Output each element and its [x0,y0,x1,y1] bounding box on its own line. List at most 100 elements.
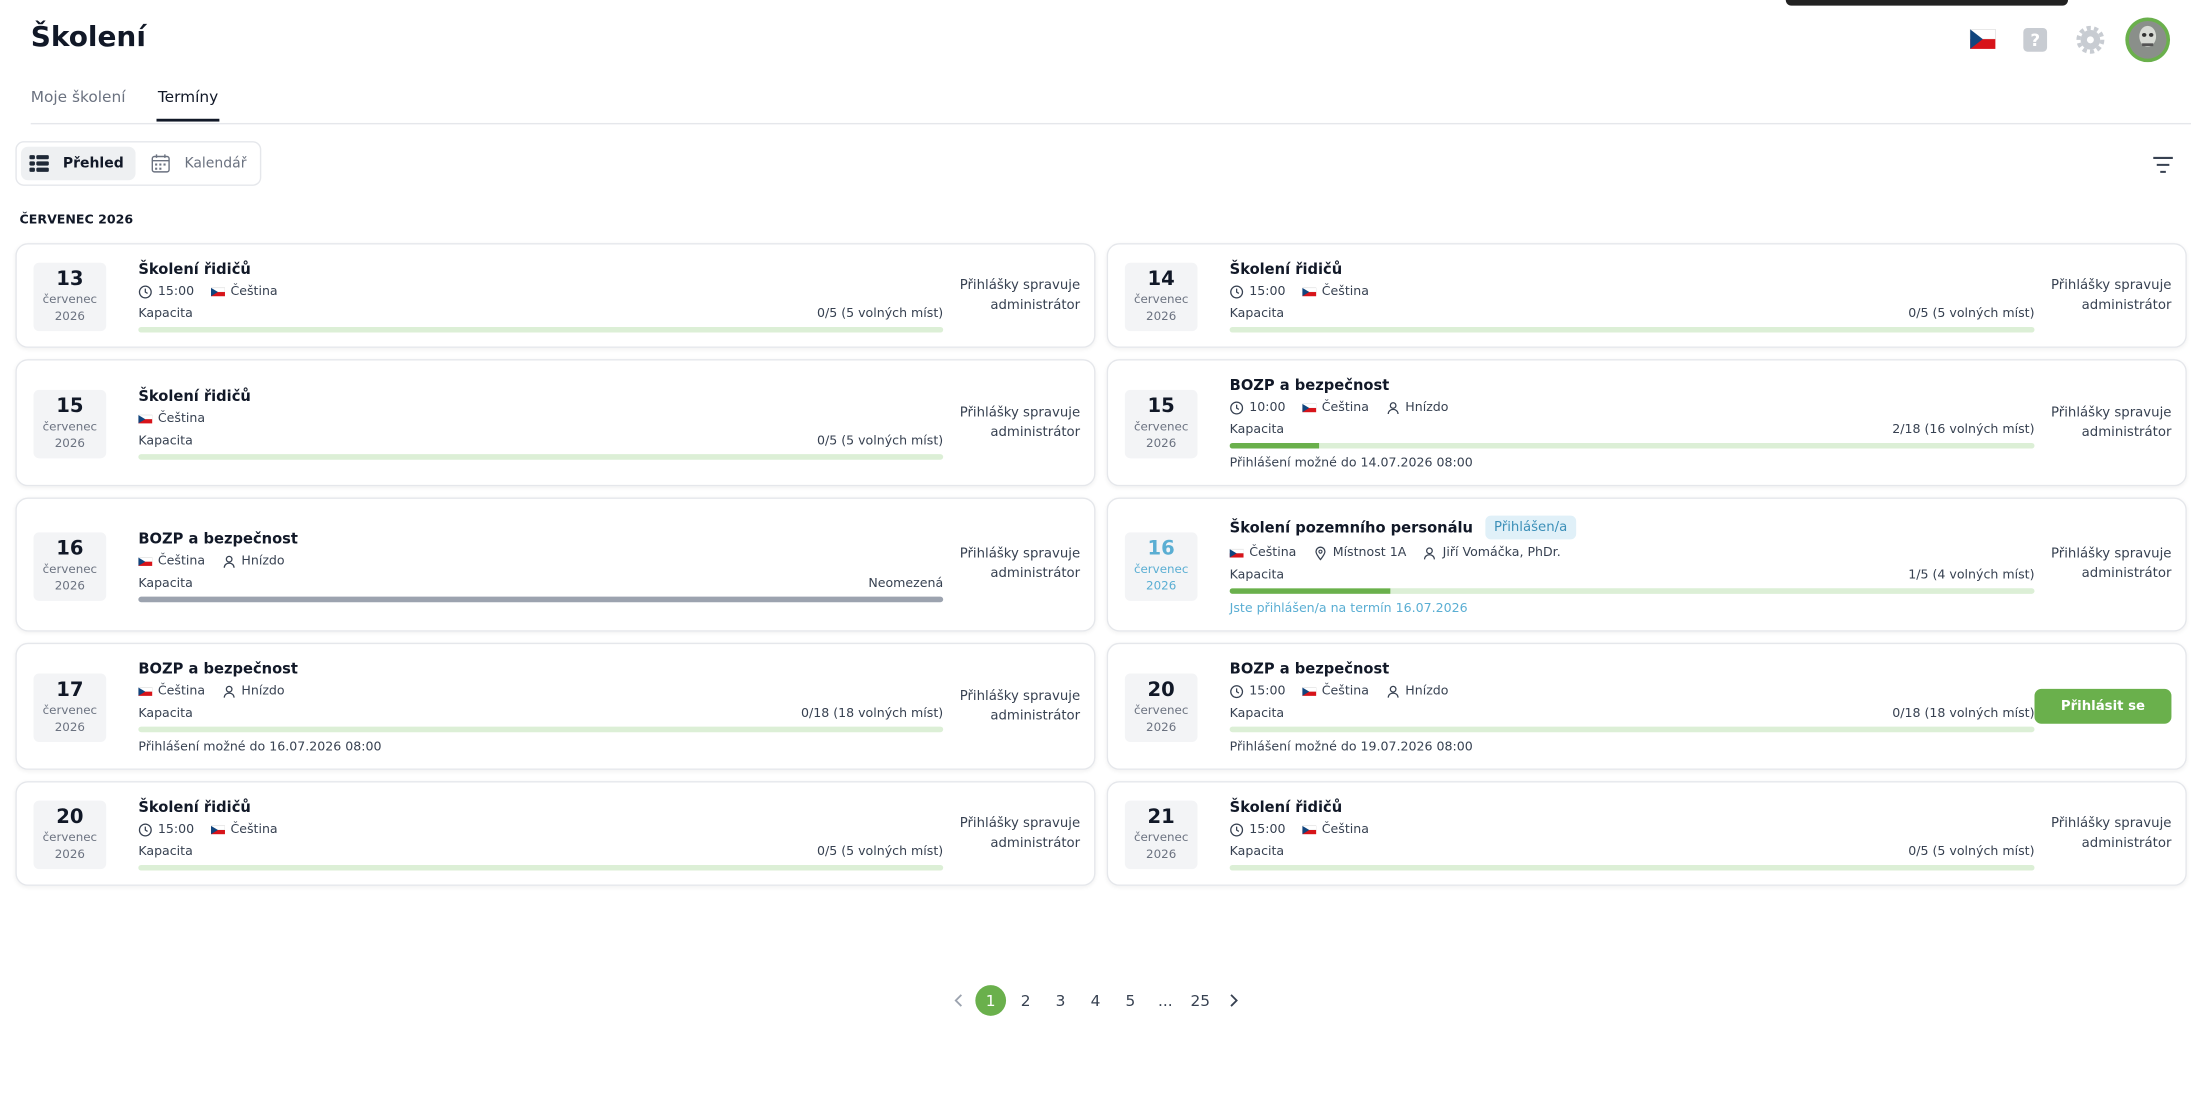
view-list[interactable]: Přehled [20,146,136,181]
date-box: 15 červenec 2026 [33,389,107,459]
register-button[interactable]: Přihlásit se [2034,688,2172,724]
date-box: 15 červenec 2026 [1124,389,1198,459]
clock-icon [1230,401,1244,415]
divider [30,122,2191,125]
meta-person: Hnízdo [241,554,285,569]
flag-icon [1229,548,1244,558]
meta-language: Čeština [157,684,206,699]
page-number[interactable]: 1 [975,985,1007,1016]
term-action: Přihlášky spravuje administrátor [926,361,1080,485]
language-flag[interactable] [1969,28,1996,49]
person-icon [1424,547,1436,560]
settings-button[interactable] [2076,25,2105,54]
meta-language: Čeština [1321,684,1369,699]
meta-time: 15:00 [157,285,195,300]
page-number[interactable]: 25 [1190,991,1211,1010]
list-icon [29,155,49,172]
meta-item: Hnízdo [1386,401,1449,416]
term-title: BOZP a bezpečnost [138,530,943,547]
meta-item: Čeština [1302,401,1369,415]
header-icons: ? [1969,17,2171,63]
meta-item: Čeština [138,412,205,426]
capacity-value: 2/18 (16 volných míst) [1892,423,2035,438]
avatar[interactable] [2125,17,2171,63]
tab[interactable]: Moje školení [30,88,126,107]
meta-item: Čeština [1302,285,1369,299]
date-month: červenec [42,293,98,308]
date-year: 2026 [1146,437,1177,452]
filter-button[interactable] [2152,155,2174,175]
date-year: 2026 [1146,848,1177,863]
meta-person: Hnízdo [1405,401,1449,416]
term-meta: Čeština Místnost 1A Jiří Vomáčka, PhDr. [1229,546,2035,561]
capacity-label: Kapacita [1229,307,1285,322]
page-number[interactable]: 3 [1055,991,1066,1010]
view-label: Kalendář [184,155,247,172]
title-text: Školení řidičů [1229,261,1343,279]
date-box: 20 červenec 2026 [33,800,107,870]
term-title: Školení řidičů [138,261,943,278]
clock-icon [1230,685,1244,699]
action-text: Přihlášky spravuje administrátor [959,404,1081,440]
term-action: Přihlášky spravuje administrátor [926,644,1080,768]
meta-language: Čeština [230,285,278,300]
page-number[interactable]: 4 [1090,991,1101,1010]
view-calendar[interactable]: Kalendář [143,147,258,181]
meta-time: 10:00 [1249,401,1286,416]
term-action: Přihlásit se [2018,644,2172,768]
help-button[interactable]: ? [2023,27,2048,52]
person-icon [1387,402,1399,415]
capacity-label: Kapacita [138,307,193,322]
date-box: 20 červenec 2026 [1124,673,1198,742]
page-number[interactable]: ... [1158,991,1173,1010]
date-year: 2026 [1146,310,1177,325]
flag-icon [138,414,153,424]
capacity-value: 0/18 (18 volných míst) [800,707,944,722]
term-title: BOZP a bezpečnost [138,661,943,678]
capacity-fill [1229,588,1391,594]
page-number[interactable]: 2 [1020,991,1031,1010]
meta-room: Místnost 1A [1332,546,1407,561]
meta-language: Čeština [1321,823,1369,837]
term-card: 15 červenec 2026 Školení řidičů Čeština Kapac… [15,359,1096,487]
meta-time: 15:00 [1249,684,1286,699]
meta-time: 15:00 [1249,285,1286,300]
capacity-row: Kapacita 0/5 (5 volných míst) [138,307,943,321]
term-card: 14 červenec 2026 Školení řidičů 15:00 Čeština… [1106,243,2187,348]
prev-page[interactable] [942,985,973,1016]
tab-active[interactable]: Termíny [156,88,220,122]
view-label: Přehled [62,155,124,172]
status-badge: Přihlášen/a [1485,515,1576,540]
term-meta: Čeština [138,412,943,426]
date-year: 2026 [1146,721,1177,735]
capacity-row: Kapacita 0/5 (5 volných míst) [1230,307,2035,321]
capacity-value: Neomezená [868,576,944,591]
meta-item: 10:00 [1230,401,1286,416]
title-text: Školení řidičů [138,388,251,406]
capacity-label: Kapacita [138,707,193,722]
meta-item: Čeština [210,285,278,300]
capacity-row: Kapacita 0/5 (5 volných míst) [138,435,943,449]
term-body: BOZP a bezpečnost 10:00 Čeština Hnízdo Kapac… [1229,377,2035,471]
term-meta: 15:00 Čeština [138,285,943,299]
next-page[interactable] [1218,985,1249,1016]
date-month: červenec [1133,831,1189,846]
title-text: BOZP a bezpečnost [138,660,298,678]
meta-item: Čeština [1302,823,1369,837]
date-year: 2026 [54,310,85,325]
date-day: 17 [56,679,84,702]
date-month: červenec [1133,293,1189,308]
flag-icon [1302,687,1317,696]
page-number[interactable]: 5 [1125,991,1136,1010]
capacity-bar [1229,726,2035,733]
clock-icon [1230,285,1244,299]
meta-person: Hnízdo [1405,684,1449,699]
date-box: 16 červenec 2026 [33,531,107,601]
term-meta: 15:00 Čeština [1230,823,2035,837]
title-text: BOZP a bezpečnost [1229,377,1390,395]
action-text: Přihlášky spravuje administrátor [2051,546,2172,582]
meta-item: 15:00 [1230,285,1286,300]
action-text: Přihlášky spravuje administrátor [2051,404,2172,440]
capacity-bar [138,326,944,333]
date-day: 21 [1147,806,1175,829]
